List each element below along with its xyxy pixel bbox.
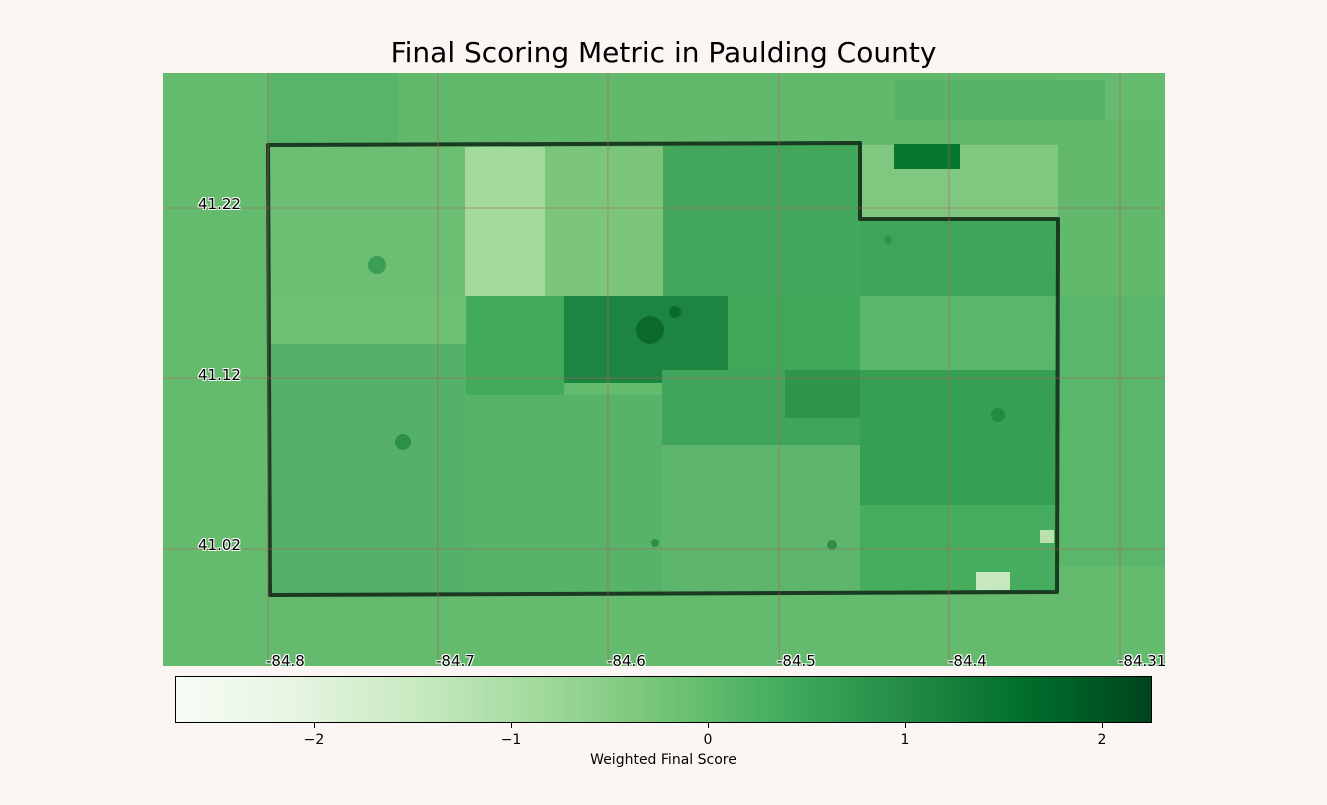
region-block [663, 145, 860, 296]
region-block [860, 220, 1058, 296]
region-block [728, 296, 860, 370]
region-block [976, 572, 1010, 590]
region-block [785, 370, 860, 418]
region-block [268, 296, 466, 344]
region-block [895, 80, 1105, 120]
region-block [545, 147, 663, 296]
longitude-label: -84.8 [266, 652, 305, 670]
graticule [163, 73, 1165, 666]
colorbar-tick-label: 2 [1097, 732, 1107, 748]
hotspot [991, 408, 1005, 422]
region-block [268, 344, 466, 594]
latitude-label: 41.22 [198, 195, 241, 213]
longitude-label: -84.31 [1118, 652, 1167, 670]
hotspot [884, 236, 892, 244]
colorbar-label: Weighted Final Score [590, 752, 737, 768]
hotspot [651, 539, 659, 547]
hotspot [636, 316, 664, 344]
hotspot [395, 434, 411, 450]
region-block [860, 505, 1058, 594]
latitude-label: 41.12 [198, 366, 241, 384]
colorbar-tick [1102, 723, 1103, 728]
longitude-label: -84.4 [948, 652, 987, 670]
region-block [860, 296, 1058, 370]
colorbar-tick-label: −2 [303, 732, 325, 748]
colorbar-tick-label: −1 [500, 732, 522, 748]
hotspot [368, 256, 386, 274]
hotspot [669, 306, 681, 318]
region-block [466, 395, 662, 594]
county-boundary [266, 141, 1060, 597]
colorbar [175, 676, 1152, 723]
latitude-label: 41.02 [198, 536, 241, 554]
region-block [860, 370, 1058, 505]
region-block [662, 445, 860, 594]
region-block [1040, 530, 1054, 543]
region-block [466, 296, 564, 396]
region-block [268, 145, 465, 298]
longitude-label: -84.7 [436, 652, 475, 670]
colorbar-tick-label: 0 [703, 732, 713, 748]
hotspot [827, 540, 837, 550]
colorbar-tick [511, 723, 512, 728]
colorbar-tick [905, 723, 906, 728]
colorbar-tick-label: 1 [900, 732, 910, 748]
colorbar-tick [708, 723, 709, 728]
region-block [268, 73, 398, 145]
longitude-label: -84.5 [777, 652, 816, 670]
region-block [1058, 296, 1165, 566]
map-title: Final Scoring Metric in Paulding County [390, 36, 937, 69]
longitude-label: -84.6 [607, 652, 646, 670]
region-block [894, 144, 960, 169]
colorbar-tick [314, 723, 315, 728]
